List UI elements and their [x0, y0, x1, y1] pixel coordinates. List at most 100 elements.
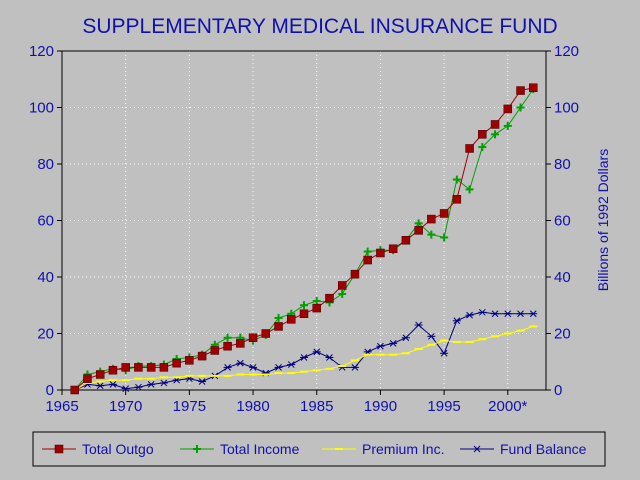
data-point-fund-balance [236, 359, 245, 367]
data-point-total-outgo [325, 293, 334, 303]
data-point-total-outgo [261, 329, 271, 338]
data-point-total-income [452, 175, 461, 184]
data-point-fund-balance [274, 364, 283, 371]
y-tick-label-right: 40 [554, 269, 571, 286]
y-tick-label-right: 0 [554, 382, 562, 399]
data-point-total-outgo [452, 195, 462, 204]
data-point-fund-balance-d2 [236, 359, 244, 367]
data-point-total-outgo [70, 385, 79, 395]
data-point-fund-balance-d2 [504, 310, 512, 318]
data-point-fund-balance [312, 348, 321, 356]
legend-label-premium-inc: Premium Inc. [362, 441, 444, 457]
y-axis-left: 0 20 40 60 80 100 120 [29, 43, 62, 399]
data-point-total-outgo [529, 83, 538, 92]
data-point-fund-balance-d2 [402, 334, 410, 342]
data-point-total-outgo-shape [388, 244, 398, 253]
data-point-total-outgo [287, 315, 296, 324]
data-point-total-income [478, 143, 487, 152]
data-point-fund-balance-d2 [287, 361, 295, 368]
legend-label-total-outgo: Total Outgo [82, 441, 154, 457]
data-point-total-outgo-shape [376, 248, 385, 258]
data-point-total-income [363, 247, 372, 256]
legend-label-fund-balance: Fund Balance [500, 441, 587, 457]
data-point-fund-balance-d2 [440, 349, 448, 357]
data-point-fund-balance [389, 340, 398, 347]
y-axis-right: 0 20 40 60 80 100 120 [546, 43, 579, 399]
data-point-fund-balance [516, 310, 525, 318]
data-point-total-outgo-shape [299, 309, 309, 318]
data-point-total-income [491, 130, 500, 139]
data-point-total-outgo-shape [83, 374, 92, 383]
data-point-fund-balance [249, 364, 258, 371]
data-point-total-outgo-shape [185, 356, 194, 365]
data-point-total-outgo [108, 365, 118, 375]
data-point-total-outgo [299, 309, 309, 318]
y-tick-label-left: 100 [29, 100, 54, 117]
data-point-fund-balance [134, 383, 143, 391]
data-point-total-outgo-shape [210, 346, 220, 355]
series-line-total-outgo [74, 87, 534, 391]
data-point-total-outgo [516, 86, 525, 95]
data-point-fund-balance-d2 [326, 354, 333, 361]
data-point-total-outgo-shape [146, 363, 156, 372]
data-point-total-outgo-shape [248, 333, 258, 342]
data-point-total-outgo-shape [337, 281, 347, 290]
data-point-total-outgo [210, 346, 220, 355]
data-point-total-outgo [439, 209, 449, 218]
data-point-total-outgo [274, 322, 283, 331]
x-tick-label: 1985 [300, 398, 333, 415]
data-point-total-outgo-shape [350, 269, 360, 279]
data-point-total-outgo-shape [159, 363, 169, 372]
data-point-total-income [312, 297, 321, 306]
y-tick-label-left: 0 [46, 382, 54, 399]
legend-marker-total-income [193, 445, 201, 453]
data-point-fund-balance-d2 [122, 385, 130, 392]
x-tick-label: 2000* [488, 398, 527, 415]
data-point-total-income [300, 301, 308, 310]
legend-box [32, 431, 606, 467]
y-tick-label-left: 120 [29, 43, 54, 60]
data-point-total-outgo-shape [95, 370, 105, 379]
data-point-total-outgo [388, 244, 398, 253]
data-point-total-outgo-shape [427, 214, 436, 224]
data-point-total-outgo-shape [197, 351, 207, 361]
data-point-total-outgo [223, 341, 232, 351]
data-point-fund-balance-d2 [453, 317, 461, 325]
data-point-fund-balance [491, 310, 500, 318]
data-point-fund-balance-d2 [529, 310, 537, 318]
data-point-fund-balance [325, 354, 334, 361]
data-point-fund-balance [414, 321, 423, 329]
data-point-total-income [465, 185, 474, 194]
data-point-total-outgo [465, 144, 474, 153]
data-point-fund-balance-d2 [300, 354, 308, 361]
data-point-total-outgo [172, 358, 181, 368]
legend: Total Outgo Total Income Premium Inc. Fund … [32, 431, 606, 467]
x-tick-label: 1975 [173, 398, 206, 415]
grid [62, 51, 546, 390]
data-point-fund-balance [121, 385, 130, 392]
data-point-total-outgo [312, 303, 321, 313]
data-point-total-outgo-shape [516, 86, 525, 95]
legend-marker-total-outgo-shape [54, 444, 64, 454]
data-point-fund-balance [440, 349, 449, 357]
data-point-total-income [274, 313, 283, 322]
data-point-total-outgo-shape [452, 195, 462, 204]
data-point-fund-balance-d2 [135, 383, 142, 391]
data-point-total-outgo [185, 356, 194, 365]
data-point-total-outgo-shape [414, 226, 423, 235]
data-point-fund-balance [452, 317, 461, 325]
y-tick-label-left: 20 [37, 326, 54, 343]
x-tick-label: 1965 [45, 398, 78, 415]
data-point-total-outgo-shape [134, 363, 143, 372]
data-point-total-outgo [350, 269, 360, 279]
legend-label-total-income: Total Income [220, 441, 300, 457]
y-tick-label-right: 60 [554, 213, 571, 230]
data-point-fund-balance-d2 [249, 364, 257, 371]
data-point-total-outgo [236, 339, 245, 348]
data-point-total-outgo-shape [287, 315, 296, 324]
data-point-total-income [427, 230, 436, 239]
data-point-fund-balance [376, 342, 385, 350]
y-tick-label-left: 80 [37, 156, 54, 173]
data-point-total-outgo [427, 214, 436, 224]
data-point-fund-balance-d2 [313, 348, 321, 356]
